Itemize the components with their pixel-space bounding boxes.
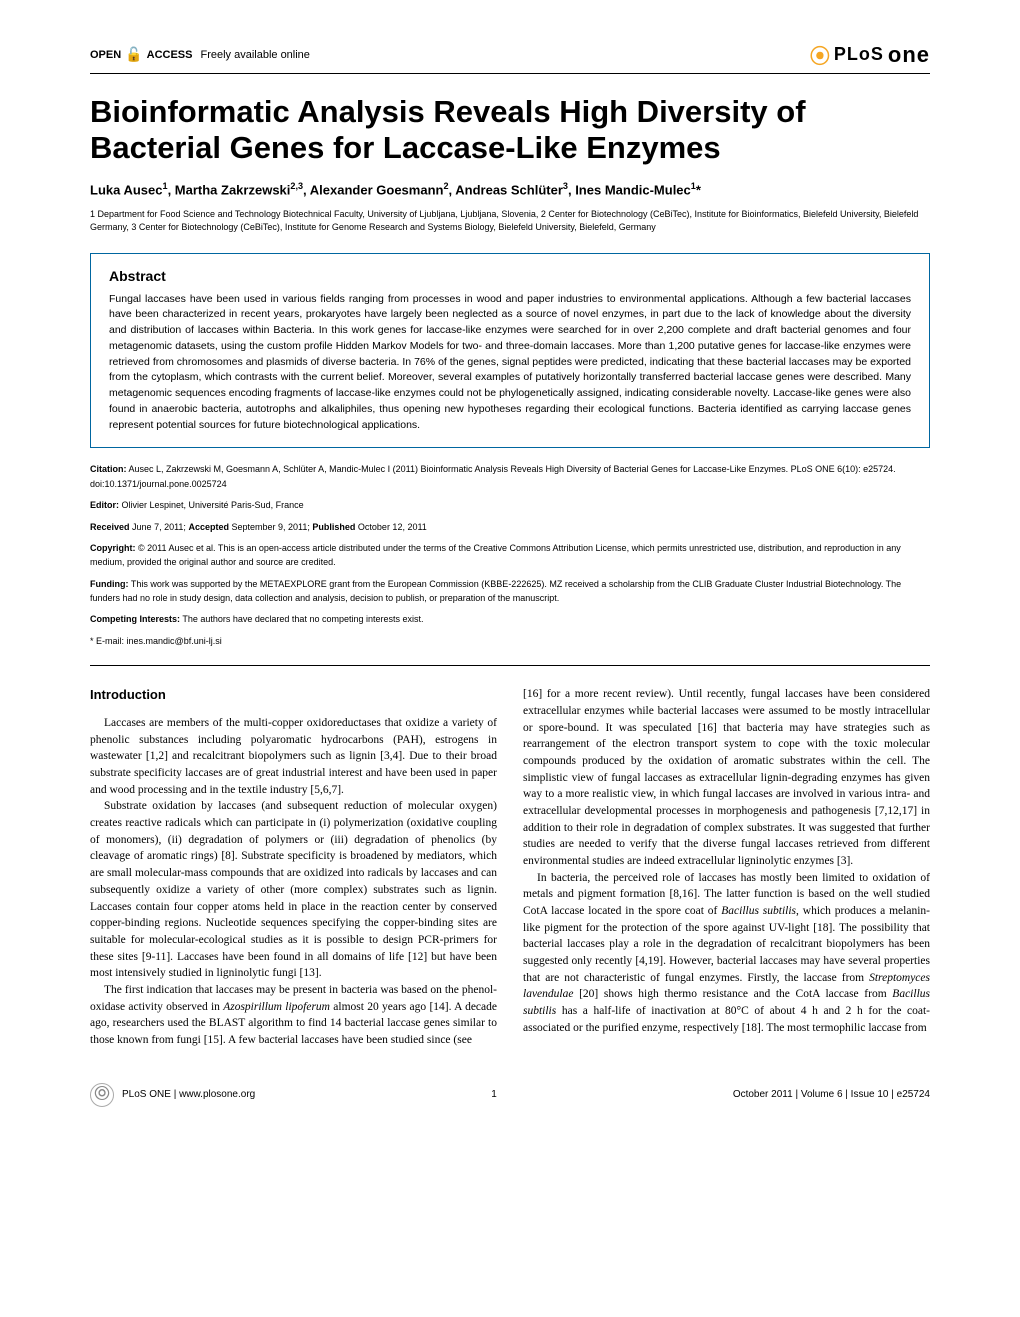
- rp2-post: has a half-life of inactivation at 80°C …: [523, 1005, 930, 1034]
- intro-p2: Substrate oxidation by laccases (and sub…: [90, 798, 497, 981]
- dates-line: Received June 7, 2011; Accepted Septembe…: [90, 520, 930, 534]
- competing-label: Competing Interests:: [90, 614, 180, 624]
- lock-icon: 🔓: [125, 46, 142, 63]
- rp2-m2: [20] shows high thermo resistance and th…: [573, 988, 892, 1000]
- freely-available-label: Freely available online: [200, 49, 309, 61]
- intro-p3: The first indication that laccases may b…: [90, 982, 497, 1049]
- right-column: [16] for a more recent review). Until re…: [523, 686, 930, 1048]
- journal-logo: ⦿ PLoS one: [810, 40, 930, 69]
- one-text: one: [888, 42, 930, 68]
- competing-text: The authors have declared that no compet…: [182, 614, 423, 624]
- right-p1: [16] for a more recent review). Until re…: [523, 686, 930, 869]
- footer-page: 1: [491, 1089, 497, 1100]
- footer-journal: PLoS ONE | www.plosone.org: [122, 1089, 255, 1100]
- email-label: * E-mail:: [90, 636, 124, 646]
- citation-line: Citation: Ausec L, Zakrzewski M, Goesman…: [90, 462, 930, 491]
- open-access-badge: OPEN 🔓 ACCESS Freely available online: [90, 46, 310, 63]
- right-p2: In bacteria, the perceived role of lacca…: [523, 870, 930, 1037]
- abstract-box: Abstract Fungal laccases have been used …: [90, 253, 930, 449]
- plos-text: PLoS: [834, 44, 884, 65]
- copyright-text: © 2011 Ausec et al. This is an open-acce…: [90, 543, 901, 567]
- published-text: October 12, 2011: [358, 522, 427, 532]
- accepted-label: Accepted: [188, 522, 229, 532]
- article-title: Bioinformatic Analysis Reveals High Dive…: [90, 94, 930, 165]
- p3-italic: Azospirillum lipoferum: [223, 1001, 330, 1013]
- open-label: OPEN: [90, 49, 121, 61]
- email-text: ines.mandic@bf.uni-lj.si: [127, 636, 222, 646]
- email-line: * E-mail: ines.mandic@bf.uni-lj.si: [90, 634, 930, 648]
- funding-text: This work was supported by the METAEXPLO…: [90, 579, 901, 603]
- accepted-text: September 9, 2011;: [231, 522, 309, 532]
- footer-logo-icon: ⦾: [90, 1083, 114, 1107]
- citation-label: Citation:: [90, 464, 127, 474]
- received-text: June 7, 2011;: [132, 522, 186, 532]
- footer-issue: October 2011 | Volume 6 | Issue 10 | e25…: [733, 1089, 930, 1100]
- authors-line: Luka Ausec1, Martha Zakrzewski2,3, Alexa…: [90, 181, 930, 197]
- abstract-heading: Abstract: [109, 268, 911, 284]
- rp2-i1: Bacillus subtilis: [721, 905, 796, 917]
- left-column: Introduction Laccases are members of the…: [90, 686, 497, 1048]
- swirl-icon: ⦿: [810, 40, 830, 69]
- footer-left: ⦾ PLoS ONE | www.plosone.org: [90, 1083, 255, 1107]
- meta-section: Citation: Ausec L, Zakrzewski M, Goesman…: [90, 462, 930, 666]
- affiliations: 1 Department for Food Science and Techno…: [90, 208, 930, 235]
- intro-p1: Laccases are members of the multi-copper…: [90, 715, 497, 798]
- header-bar: OPEN 🔓 ACCESS Freely available online ⦿ …: [90, 40, 930, 74]
- body-columns: Introduction Laccases are members of the…: [90, 686, 930, 1048]
- access-label: ACCESS: [147, 49, 193, 61]
- editor-line: Editor: Olivier Lespinet, Université Par…: [90, 498, 930, 512]
- copyright-line: Copyright: © 2011 Ausec et al. This is a…: [90, 541, 930, 570]
- footer: ⦾ PLoS ONE | www.plosone.org 1 October 2…: [90, 1075, 930, 1107]
- competing-line: Competing Interests: The authors have de…: [90, 612, 930, 626]
- page: OPEN 🔓 ACCESS Freely available online ⦿ …: [0, 0, 1020, 1137]
- citation-text: Ausec L, Zakrzewski M, Goesmann A, Schlü…: [90, 464, 896, 488]
- published-label: Published: [312, 522, 355, 532]
- editor-label: Editor:: [90, 500, 119, 510]
- editor-text: Olivier Lespinet, Université Paris-Sud, …: [122, 500, 304, 510]
- copyright-label: Copyright:: [90, 543, 136, 553]
- funding-label: Funding:: [90, 579, 128, 589]
- received-label: Received: [90, 522, 130, 532]
- abstract-text: Fungal laccases have been used in variou…: [109, 292, 911, 434]
- intro-heading: Introduction: [90, 686, 497, 705]
- funding-line: Funding: This work was supported by the …: [90, 577, 930, 606]
